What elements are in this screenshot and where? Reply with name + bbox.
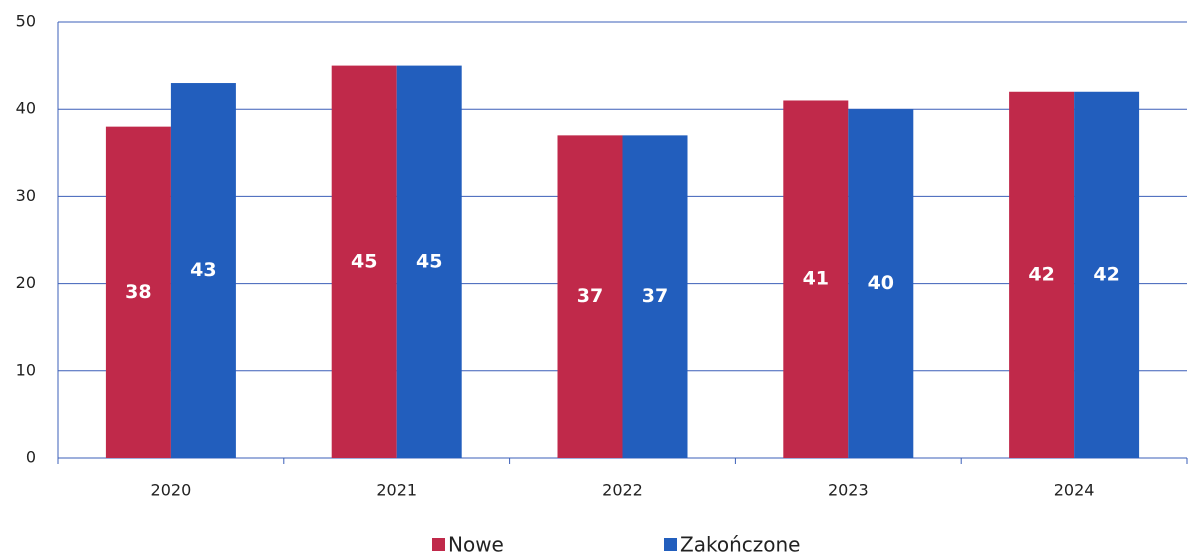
bar [622,135,688,459]
bar [848,109,914,458]
x-tick-label: 2020 [151,481,192,500]
value-label: 37 [577,285,603,307]
value-label: 42 [1028,263,1054,285]
x-tick-label: 2022 [602,481,643,500]
x-tick-label: 2024 [1054,481,1095,500]
value-label: 38 [125,281,151,303]
x-tick-label: 2021 [376,481,417,500]
legend-label: Nowe [448,533,504,556]
bar [170,83,236,458]
y-tick-label: 10 [16,360,36,379]
y-tick-label: 50 [16,12,36,31]
y-tick-label: 20 [16,273,36,292]
legend-swatch [432,538,445,551]
y-tick-label: 30 [16,186,36,205]
bar [105,126,171,458]
bar [1074,91,1140,458]
bar [396,65,462,458]
value-label: 45 [351,250,377,272]
value-label: 43 [190,259,216,281]
bar [1009,91,1075,458]
legend-swatch [664,538,677,551]
y-tick-label: 0 [26,448,36,467]
x-tick-label: 2023 [828,481,869,500]
bar [331,65,397,458]
value-label: 45 [416,250,442,272]
value-label: 37 [642,285,668,307]
value-label: 41 [803,268,829,290]
bar [557,135,623,459]
bar [783,100,849,458]
value-label: 40 [868,272,894,294]
value-label: 42 [1093,263,1119,285]
y-tick-label: 40 [16,99,36,118]
legend-label: Zakończone [680,533,800,556]
